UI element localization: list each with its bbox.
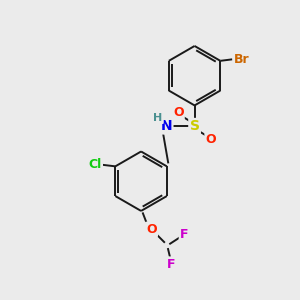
Text: H: H [153, 113, 163, 123]
Text: N: N [160, 119, 172, 133]
Text: Br: Br [234, 53, 250, 66]
Text: S: S [190, 119, 200, 133]
Text: Cl: Cl [88, 158, 102, 171]
Text: O: O [206, 133, 216, 146]
Text: O: O [173, 106, 184, 119]
Text: O: O [146, 223, 157, 236]
Text: F: F [167, 258, 175, 271]
Text: F: F [180, 228, 188, 241]
